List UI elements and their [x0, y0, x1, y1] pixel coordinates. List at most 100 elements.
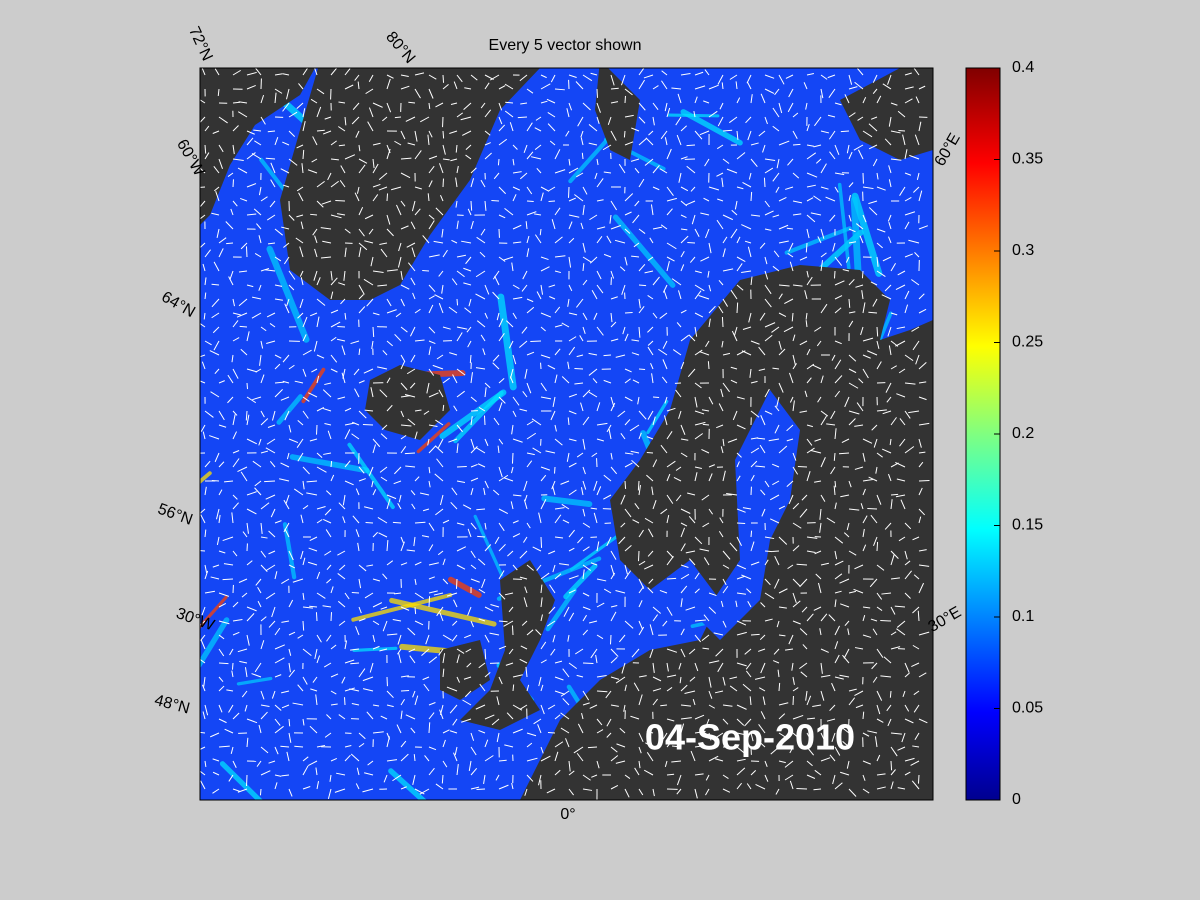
vector: [211, 312, 220, 319]
vector: [825, 196, 836, 202]
vector: [576, 452, 584, 458]
vector: [400, 130, 406, 140]
vector: [617, 410, 626, 418]
vector: [610, 296, 618, 300]
vector: [456, 480, 466, 483]
vector: [588, 124, 598, 132]
vector: [377, 284, 388, 287]
vector: [902, 134, 906, 146]
vector: [547, 112, 556, 118]
vector: [204, 486, 207, 496]
vector: [358, 466, 365, 474]
vector: [596, 226, 606, 230]
vector: [467, 528, 472, 538]
vector: [736, 508, 746, 513]
vector: [367, 760, 374, 766]
vector: [302, 606, 314, 609]
vector: [329, 774, 332, 782]
vector: [582, 242, 586, 253]
vector: [760, 662, 766, 674]
vector: [582, 569, 585, 580]
vector: [232, 502, 239, 510]
streak: [259, 157, 290, 196]
vector: [736, 424, 746, 430]
vector: [442, 653, 446, 664]
vector: [238, 101, 248, 104]
vector: [904, 410, 911, 419]
vector: [806, 144, 814, 147]
vector: [854, 564, 864, 570]
vector: [554, 741, 564, 748]
vector: [652, 116, 655, 126]
vector: [731, 209, 738, 216]
vector: [590, 72, 598, 76]
vector: [344, 407, 352, 412]
vector: [246, 213, 257, 216]
streak: [541, 495, 593, 508]
vector: [211, 298, 220, 308]
vector: [428, 88, 434, 99]
vector: [512, 438, 523, 443]
vector: [455, 578, 458, 589]
vector: [568, 284, 573, 292]
vector: [449, 130, 458, 134]
vector: [861, 270, 864, 279]
vector: [596, 760, 600, 769]
vector: [814, 438, 822, 442]
vector: [204, 410, 214, 418]
vector: [369, 662, 374, 673]
vector: [377, 366, 388, 370]
vector: [568, 410, 577, 415]
vector: [442, 578, 449, 585]
vector: [638, 620, 644, 630]
vector: [596, 178, 604, 188]
vector: [774, 405, 780, 412]
vector: [610, 572, 616, 580]
vector: [912, 536, 920, 541]
vector: [889, 438, 892, 446]
vector: [624, 774, 631, 779]
vector: [895, 340, 906, 347]
vector: [338, 620, 346, 626]
vector: [362, 788, 374, 793]
vector: [512, 241, 522, 244]
vector: [428, 130, 433, 138]
vector: [805, 242, 808, 253]
vector: [764, 298, 772, 308]
vector: [838, 452, 850, 455]
vector: [624, 368, 632, 373]
vector: [288, 130, 296, 137]
vector: [792, 502, 800, 510]
streak: [784, 226, 852, 255]
vector: [508, 606, 514, 613]
vector: [456, 424, 463, 433]
vector: [629, 424, 640, 432]
vector: [666, 407, 676, 412]
vector: [895, 284, 906, 290]
vector: [741, 350, 752, 356]
vector: [232, 410, 238, 416]
vector: [603, 379, 612, 384]
vector: [525, 666, 528, 678]
vector: [316, 316, 320, 328]
vector: [904, 72, 912, 76]
vector: [792, 714, 804, 720]
vector: [596, 541, 600, 552]
vector: [338, 144, 346, 147]
vector: [834, 428, 837, 440]
vector: [900, 499, 906, 510]
vector: [463, 282, 472, 286]
vector: [204, 292, 207, 300]
vector: [610, 200, 618, 211]
vector: [563, 606, 570, 617]
vector: [652, 459, 658, 468]
vector: [671, 278, 682, 286]
vector: [648, 130, 654, 136]
vector: [237, 167, 248, 174]
vector: [282, 73, 290, 76]
vector: [265, 564, 276, 572]
vector: [587, 746, 598, 749]
vector: [826, 423, 836, 426]
vector: [764, 88, 775, 94]
vector: [338, 126, 346, 132]
